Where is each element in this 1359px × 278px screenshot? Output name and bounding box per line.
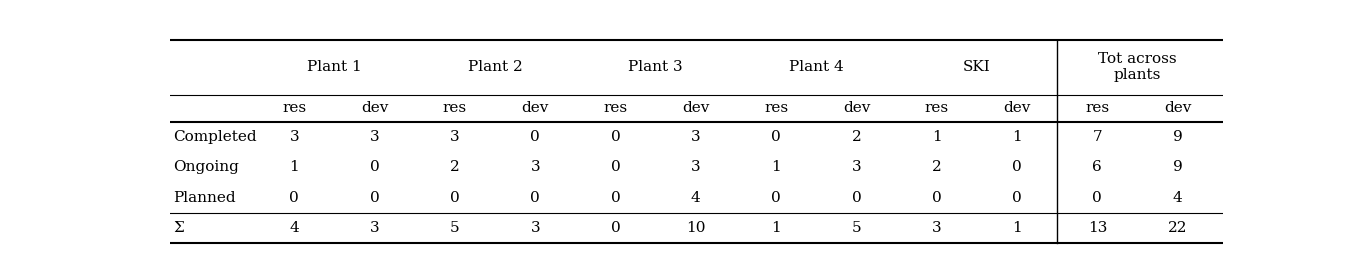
Text: 0: 0 <box>1093 191 1102 205</box>
Text: 3: 3 <box>690 160 701 174</box>
Text: 0: 0 <box>289 191 299 205</box>
Text: dev: dev <box>1003 101 1030 115</box>
Text: Planned: Planned <box>173 191 235 205</box>
Text: Completed: Completed <box>173 130 257 144</box>
Text: 3: 3 <box>852 160 862 174</box>
Text: 2: 2 <box>450 160 459 174</box>
Text: 3: 3 <box>370 221 379 235</box>
Text: 4: 4 <box>1173 191 1182 205</box>
Text: 9: 9 <box>1173 160 1182 174</box>
Text: 1: 1 <box>1012 221 1022 235</box>
Text: Ongoing: Ongoing <box>173 160 239 174</box>
Text: 0: 0 <box>772 191 781 205</box>
Text: 22: 22 <box>1167 221 1188 235</box>
Text: res: res <box>283 101 306 115</box>
Text: res: res <box>443 101 467 115</box>
Text: dev: dev <box>1165 101 1192 115</box>
Text: 0: 0 <box>1012 160 1022 174</box>
Text: 0: 0 <box>610 130 621 144</box>
Text: Tot across
plants: Tot across plants <box>1098 52 1177 82</box>
Text: Plant 4: Plant 4 <box>790 60 844 74</box>
Text: 5: 5 <box>852 221 862 235</box>
Text: Plant 3: Plant 3 <box>628 60 684 74</box>
Text: 1: 1 <box>1012 130 1022 144</box>
Text: 7: 7 <box>1093 130 1102 144</box>
Text: res: res <box>603 101 628 115</box>
Text: 4: 4 <box>289 221 299 235</box>
Text: res: res <box>1086 101 1109 115</box>
Text: 3: 3 <box>530 221 540 235</box>
Text: 0: 0 <box>370 191 379 205</box>
Text: dev: dev <box>682 101 709 115</box>
Text: SKI: SKI <box>964 60 991 74</box>
Text: 3: 3 <box>289 130 299 144</box>
Text: 2: 2 <box>932 160 942 174</box>
Text: 0: 0 <box>530 130 540 144</box>
Text: 13: 13 <box>1087 221 1108 235</box>
Text: 0: 0 <box>610 191 621 205</box>
Text: 0: 0 <box>772 130 781 144</box>
Text: 0: 0 <box>370 160 379 174</box>
Text: 1: 1 <box>932 130 942 144</box>
Text: 0: 0 <box>610 221 621 235</box>
Text: 10: 10 <box>686 221 705 235</box>
Text: 0: 0 <box>852 191 862 205</box>
Text: 3: 3 <box>450 130 459 144</box>
Text: dev: dev <box>361 101 389 115</box>
Text: res: res <box>924 101 949 115</box>
Text: 0: 0 <box>932 191 942 205</box>
Text: 4: 4 <box>690 191 701 205</box>
Text: dev: dev <box>843 101 870 115</box>
Text: 0: 0 <box>530 191 540 205</box>
Text: Σ: Σ <box>173 221 183 235</box>
Text: 9: 9 <box>1173 130 1182 144</box>
Text: 2: 2 <box>852 130 862 144</box>
Text: 0: 0 <box>610 160 621 174</box>
Text: 1: 1 <box>772 221 781 235</box>
Text: 0: 0 <box>1012 191 1022 205</box>
Text: 3: 3 <box>932 221 942 235</box>
Text: 5: 5 <box>450 221 459 235</box>
Text: 0: 0 <box>450 191 459 205</box>
Text: 1: 1 <box>772 160 781 174</box>
Text: 3: 3 <box>690 130 701 144</box>
Text: 3: 3 <box>370 130 379 144</box>
Text: 6: 6 <box>1093 160 1102 174</box>
Text: 3: 3 <box>530 160 540 174</box>
Text: Plant 2: Plant 2 <box>467 60 522 74</box>
Text: res: res <box>764 101 788 115</box>
Text: 1: 1 <box>289 160 299 174</box>
Text: Plant 1: Plant 1 <box>307 60 361 74</box>
Text: dev: dev <box>522 101 549 115</box>
